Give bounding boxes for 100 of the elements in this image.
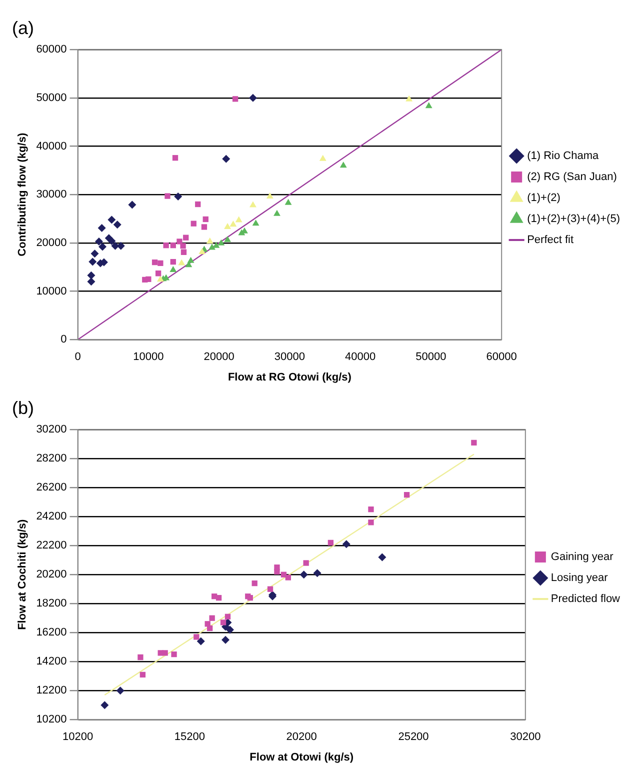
point	[274, 568, 280, 575]
y-tick-label: 28200	[36, 452, 67, 465]
point	[222, 636, 230, 644]
point	[198, 248, 206, 254]
point	[108, 216, 116, 224]
point	[108, 237, 116, 245]
legend-label: (1)+(2)	[527, 192, 560, 204]
chart-title: (b)	[12, 398, 34, 418]
point	[162, 650, 168, 656]
point	[252, 220, 260, 226]
x-tick-label: 40000	[345, 351, 376, 364]
point	[267, 586, 274, 592]
x-axis-title: Flow at Otowi (kg/s)	[250, 751, 354, 764]
y-tick-label: 22200	[36, 540, 67, 552]
y-tick-label: 10000	[36, 285, 67, 298]
point	[116, 686, 124, 695]
x-tick-label: 30000	[274, 351, 305, 364]
y-tick-label: 30000	[36, 188, 67, 201]
point	[235, 216, 242, 222]
x-tick-label: 30200	[510, 731, 541, 744]
point	[224, 222, 231, 229]
x-tick-label: 25200	[398, 731, 429, 744]
point	[224, 236, 231, 242]
point	[226, 626, 234, 634]
point	[98, 224, 106, 232]
legend-label: (1)+(2)+(3)+(4)+(5)	[527, 213, 620, 226]
point	[156, 276, 164, 282]
point	[146, 276, 152, 282]
point	[319, 154, 326, 161]
point	[138, 654, 144, 660]
point	[249, 201, 256, 208]
point	[172, 155, 178, 161]
legend-label: Perfect fit	[527, 234, 574, 246]
point	[111, 242, 120, 250]
point	[128, 200, 136, 209]
point	[207, 625, 213, 632]
y-tick-label: 24200	[36, 510, 67, 523]
point	[303, 560, 309, 566]
point	[208, 244, 216, 250]
y-tick-label: 26200	[36, 482, 67, 494]
point	[425, 102, 432, 108]
y-tick-label: 16200	[36, 626, 67, 639]
point	[206, 237, 214, 244]
point	[178, 259, 186, 266]
point	[222, 154, 230, 163]
point	[218, 239, 225, 246]
point	[187, 256, 194, 263]
y-tick-label: 20200	[36, 568, 67, 581]
point	[202, 216, 208, 222]
point	[284, 198, 292, 205]
point	[300, 570, 308, 579]
point	[471, 440, 477, 446]
point	[224, 614, 231, 620]
point	[94, 237, 103, 246]
point	[170, 266, 177, 272]
x-tick-label: 0	[74, 351, 81, 364]
point	[266, 192, 274, 199]
point	[328, 540, 334, 546]
y-tick-label: 0	[60, 334, 67, 346]
y-tick-label: 18200	[36, 598, 67, 610]
point	[368, 506, 374, 512]
x-tick-label: 60000	[486, 351, 517, 364]
point	[180, 243, 186, 249]
x-tick-label: 10000	[133, 351, 164, 364]
point	[87, 278, 96, 286]
point	[194, 634, 200, 640]
point	[170, 242, 176, 248]
point	[195, 201, 201, 208]
point	[368, 520, 374, 526]
y-tick-label: 40000	[36, 140, 67, 152]
point	[285, 574, 291, 580]
chart-title: (a)	[12, 18, 34, 38]
point	[164, 193, 170, 199]
point	[158, 260, 164, 266]
y-tick-label: 30200	[36, 424, 67, 436]
x-tick-label: 20000	[204, 351, 234, 364]
point	[183, 234, 189, 240]
point	[100, 701, 109, 710]
legend-label: (2) RG (San Juan)	[527, 171, 617, 184]
point	[238, 229, 246, 236]
legend-label: (1) Rio Chama	[527, 150, 600, 162]
point	[190, 220, 196, 226]
point	[252, 580, 258, 586]
point	[230, 220, 237, 227]
point	[342, 540, 350, 548]
point	[406, 95, 413, 102]
point	[248, 94, 257, 102]
y-tick-label: 20000	[36, 236, 67, 249]
x-tick-label: 15200	[174, 731, 205, 744]
point	[378, 553, 386, 562]
y-tick-label: 50000	[36, 92, 67, 104]
point	[220, 620, 226, 626]
point	[232, 96, 238, 102]
x-axis-title: Flow at RG Otowi (kg/s)	[228, 371, 352, 384]
y-tick-label: 10200	[36, 714, 67, 726]
legend-label: Gaining year	[550, 551, 614, 564]
point	[152, 259, 158, 266]
y-tick-label: 60000	[36, 44, 67, 56]
point	[87, 271, 96, 280]
point	[155, 270, 162, 276]
